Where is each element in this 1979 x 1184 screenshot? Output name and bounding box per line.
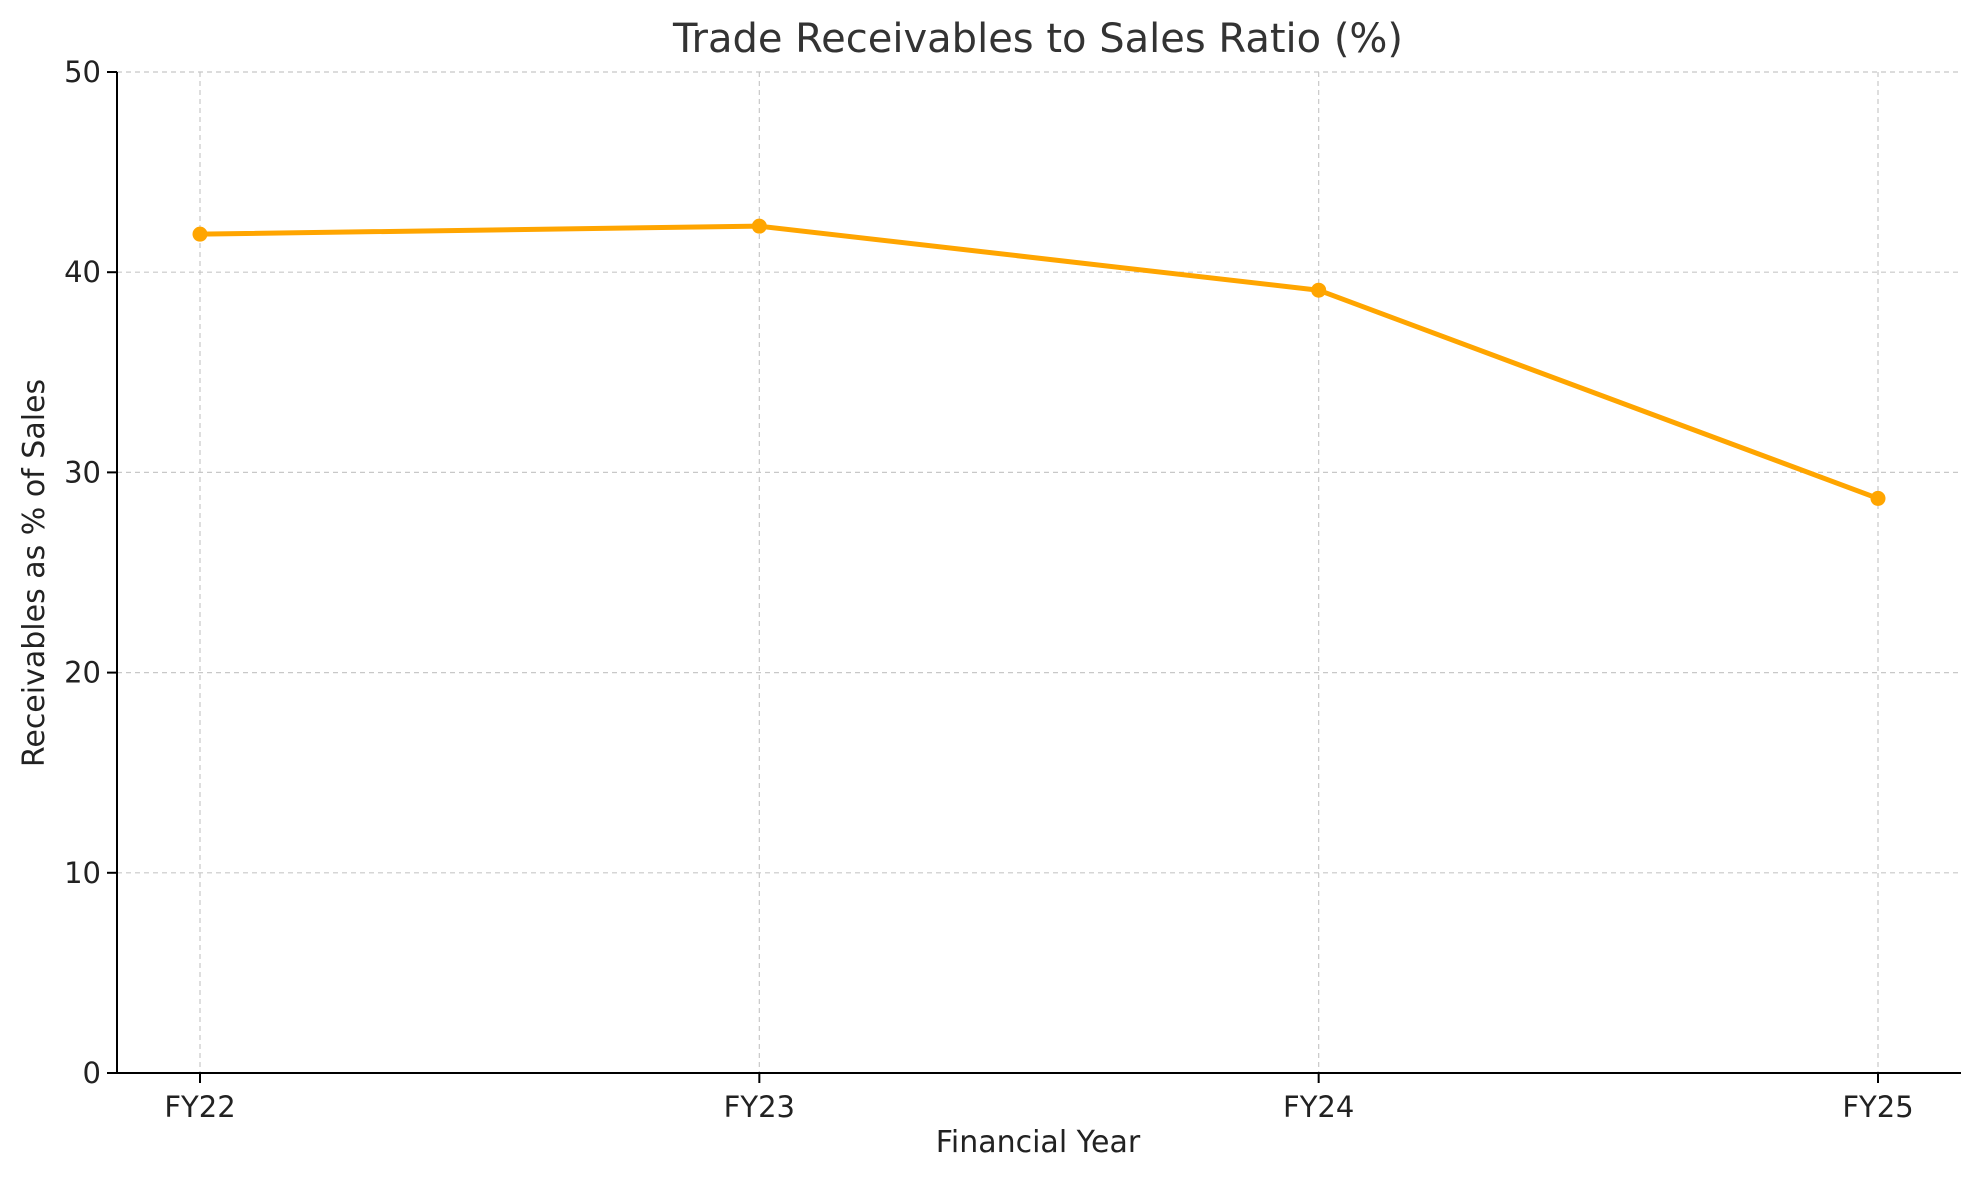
y-tick-label: 40: [64, 255, 101, 289]
y-tick-label: 20: [64, 656, 101, 690]
x-tick-label: FY25: [1842, 1090, 1913, 1124]
axes: [116, 72, 1961, 1074]
data-point: [1311, 282, 1327, 298]
series-line: [197, 223, 1881, 501]
y-axis-label: Receivables as % of Sales: [17, 379, 52, 767]
data-point: [751, 218, 767, 234]
series: [192, 218, 1886, 506]
x-tick-label: FY22: [164, 1090, 235, 1124]
data-point: [1870, 490, 1886, 506]
data-point: [192, 226, 208, 242]
y-tick-label: 10: [64, 856, 101, 890]
x-tick-label: FY24: [1283, 1090, 1354, 1124]
x-ticks: FY22 FY23 FY24 FY25: [164, 1073, 1914, 1124]
y-tick-label: 50: [64, 55, 101, 89]
y-tick-label: 0: [83, 1056, 101, 1090]
y-tick-label: 30: [64, 455, 101, 489]
y-ticks: 0 10 20 30 40 50: [64, 55, 117, 1090]
x-tick-label: FY23: [724, 1090, 795, 1124]
x-axis-label: Financial Year: [936, 1125, 1141, 1160]
grid: [117, 71, 1961, 1073]
chart-title: Trade Receivables to Sales Ratio (%): [672, 16, 1403, 62]
